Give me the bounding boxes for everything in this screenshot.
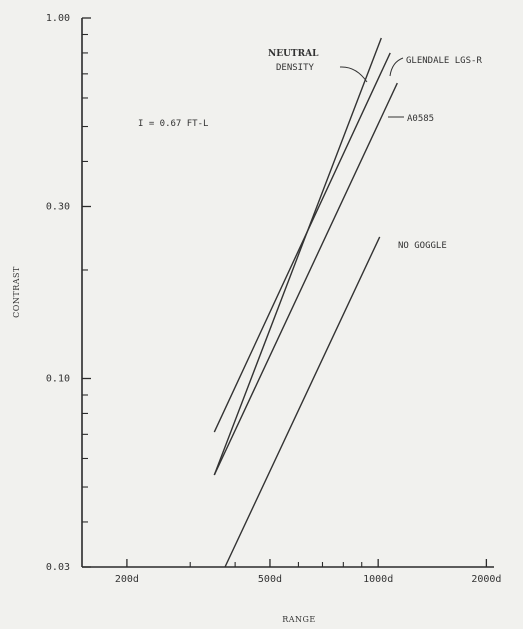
x-tick-label: 1000d	[363, 574, 393, 585]
series-line-a0585	[213, 82, 398, 476]
axes	[81, 18, 494, 568]
tick-marks	[82, 17, 488, 568]
y-tick-label: 0.10	[46, 374, 70, 385]
leader-glendale-lgs-r	[389, 57, 404, 77]
x-tick-label: 200d	[115, 574, 139, 585]
x-tick-label: 2000d	[471, 574, 501, 585]
y-tick-label: 0.30	[46, 201, 70, 212]
series-label-glendale-lgs-r: GLENDALE LGS-R	[406, 56, 482, 66]
series-label-neutral-density-1: NEUTRAL	[268, 49, 319, 59]
series-line-no-goggle	[224, 236, 381, 568]
series-label-neutral-density-2: DENSITY	[276, 63, 315, 73]
series-label-a0585: A0585	[407, 114, 434, 124]
leader-neutral-density	[339, 66, 368, 83]
y-axis-title: CONTRAST	[12, 266, 21, 318]
y-tick-label: 1.00	[46, 13, 70, 24]
series-line-glendale-lgs-r	[213, 52, 391, 433]
x-tick-label: 500d	[258, 574, 282, 585]
y-tick-label: 0.03	[46, 562, 70, 573]
luminance-annotation: I = 0.67 FT-L	[138, 119, 208, 129]
chart-labels: 1.00 0.30 0.10 0.03 200d 500d 1000d 2000d NEUTRA…	[46, 13, 502, 585]
series-lines	[213, 37, 398, 568]
x-axis-title: RANGE	[282, 615, 316, 624]
series-label-no-goggle: NO GOGGLE	[398, 241, 447, 251]
series-line-neutral-density	[213, 37, 382, 476]
